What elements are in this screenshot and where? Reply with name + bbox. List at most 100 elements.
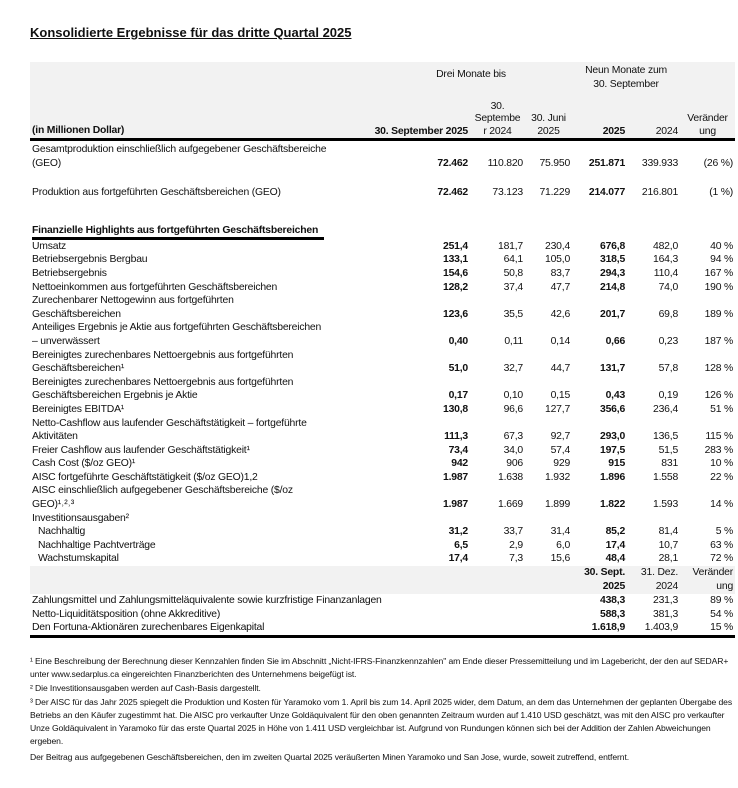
row-value: 73,4	[448, 444, 469, 456]
row-value: 7,3	[509, 553, 523, 565]
table-row: Betriebsergebnis Bergbau 133,1 64,1 105,0 31…	[30, 253, 735, 267]
row-value: 14 %	[710, 499, 734, 511]
row-value: 67,3	[503, 431, 524, 443]
row-value: 356,6	[600, 403, 626, 415]
row-value: 0,19	[658, 390, 679, 402]
row-label: Bereinigtes zurechenbares Nettoergebnis …	[32, 349, 294, 375]
footnote: Der Beitrag aus aufgegebenen Geschäftsbe…	[30, 752, 630, 762]
row-label: Netto-Cashflow aus laufender Geschäftstä…	[32, 417, 307, 443]
row-value: 318,5	[600, 254, 626, 266]
column-header: 30. Septembe r 2024	[470, 98, 525, 141]
row-label: Umsatz	[32, 240, 67, 252]
row-value: 71.229	[539, 187, 571, 199]
row-value: 48,4	[605, 553, 626, 565]
row-label: Netto-Liquiditätsposition (ohne Akkredit…	[32, 608, 221, 620]
row-value: 0,15	[550, 390, 571, 402]
row-label: Nachhaltig	[38, 526, 86, 538]
row-value: 1.618,9	[572, 621, 628, 638]
row-value: 1.896	[600, 471, 626, 483]
row-value: 0,40	[448, 335, 469, 347]
row-label: Anteiliges Ergebnis je Aktie aus fortgef…	[32, 322, 322, 347]
section-heading: Finanzielle Highlights aus fortgeführten…	[30, 216, 735, 240]
table-row: AISC fortgeführte Geschäftstätigkeit ($/…	[30, 471, 735, 485]
row-value: 2,9	[509, 539, 523, 551]
footnote: ¹ Eine Beschreibung der Berechnung diese…	[30, 656, 729, 679]
table-row: Zurechenbarer Nettogewinn aus fortgeführ…	[30, 294, 735, 321]
row-value: 164,3	[653, 254, 679, 266]
row-value: 17,4	[448, 553, 469, 565]
column-header: 30. Juni 2025	[525, 98, 573, 141]
row-value: 906	[506, 458, 523, 470]
row-label: Zahlungsmittel und Zahlungsmitteläquival…	[32, 595, 382, 607]
row-value: 0,11	[504, 335, 523, 347]
row-value: 127,7	[545, 403, 571, 415]
row-value	[627, 512, 680, 526]
row-label: AISC fortgeführte Geschäftstätigkeit ($/…	[32, 471, 258, 483]
row-label: Bereinigtes zurechenbares Nettoergebnis …	[32, 376, 294, 402]
row-value: 83,7	[550, 267, 571, 279]
row-value: 154,6	[442, 267, 468, 279]
column-header: 2024	[627, 98, 681, 141]
row-value: 438,3	[600, 595, 626, 607]
balance-column-header: 31. Dez. 2024	[627, 566, 681, 595]
row-value: 110,4	[653, 267, 679, 279]
row-value: 181,7	[497, 240, 523, 252]
column-header: Veränder ung	[680, 98, 736, 141]
row-value: 216.801	[641, 187, 679, 199]
row-value: 1.987	[442, 499, 468, 511]
row-value: 128,2	[442, 281, 468, 293]
row-value: 6,0	[556, 539, 571, 551]
table-row: Investitionsausgaben²	[30, 512, 735, 526]
row-label: Wachstumskapital	[38, 553, 119, 565]
section-title: Finanzielle Highlights aus fortgeführten…	[32, 225, 325, 240]
row-value	[680, 512, 735, 526]
row-label: Betriebsergebnis Bergbau	[32, 254, 148, 266]
table-row: Betriebsergebnis 154,6 50,8 83,7 294,3 110,4 1…	[30, 267, 735, 281]
balance-row: Netto-Liquiditätsposition (ohne Akkredit…	[30, 608, 735, 622]
balance-column-header: Veränder ung	[680, 566, 736, 595]
row-value	[572, 512, 627, 526]
row-value: 0,14	[550, 335, 571, 347]
row-value: 676,8	[600, 240, 626, 252]
header-blank	[30, 566, 573, 595]
row-value: 10 %	[710, 458, 734, 470]
row-value: 294,3	[600, 267, 626, 279]
row-value: 130,8	[442, 403, 468, 415]
row-value: 17,4	[605, 539, 626, 551]
row-label: Betriebsergebnis	[32, 267, 107, 279]
row-label: Gesamtproduktion einschließlich aufgegeb…	[32, 144, 327, 169]
row-value: 131,7	[600, 363, 626, 375]
row-value: 189 %	[704, 308, 734, 320]
header-nine-months: Neun Monate zum 30. September	[572, 62, 681, 98]
row-value	[470, 512, 525, 526]
row-value: 339.933	[641, 157, 679, 169]
row-value: 57,8	[658, 363, 679, 375]
row-value: 187 %	[704, 335, 734, 347]
table-row: Bereinigtes zurechenbares Nettoergebnis …	[30, 376, 735, 403]
row-value: 1.822	[600, 499, 626, 511]
row-value: 942	[451, 458, 468, 470]
row-value: 63 %	[710, 539, 734, 551]
row-value: 57,4	[550, 444, 571, 456]
row-value: 44,7	[550, 363, 571, 375]
header-unit: (in Millionen Dollar)	[30, 98, 370, 141]
row-label: Zurechenbarer Nettogewinn aus fortgeführ…	[32, 295, 234, 320]
row-value: 5 %	[715, 526, 734, 538]
balance-row: Zahlungsmittel und Zahlungsmitteläquival…	[30, 594, 735, 608]
spacer	[30, 200, 735, 216]
table-row: Gesamtproduktion einschließlich aufgegeb…	[30, 140, 735, 171]
column-header: 30. September 2025	[370, 98, 470, 141]
row-value: 96,6	[503, 403, 524, 415]
row-value: 31,2	[448, 526, 469, 538]
row-value: 214.077	[588, 187, 626, 199]
table-row: Produktion aus fortgeführten Geschäftsbe…	[30, 186, 735, 200]
table-row: Bereinigtes zurechenbares Nettoergebnis …	[30, 349, 735, 376]
header-blank	[30, 62, 370, 98]
row-value: 54 %	[710, 608, 734, 620]
row-value: 42,6	[550, 308, 571, 320]
row-value: 6,5	[454, 539, 468, 551]
header-blank	[680, 62, 736, 98]
header-three-months: Drei Monate bis	[370, 62, 573, 98]
row-value: 123,6	[442, 308, 468, 320]
row-value: 1.558	[653, 471, 679, 483]
